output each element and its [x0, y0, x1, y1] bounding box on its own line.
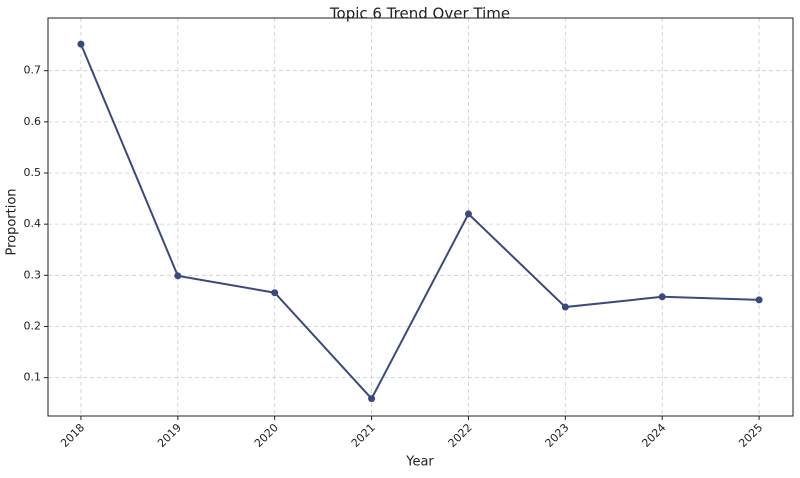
- plot-frame: [47, 17, 794, 417]
- point: [174, 272, 182, 280]
- point: [368, 395, 376, 403]
- point: [464, 210, 472, 218]
- x-tick-label: 2022: [446, 421, 475, 450]
- point: [77, 40, 85, 48]
- y-tick-label: 0.3: [24, 268, 42, 281]
- x-tick-label: 2025: [736, 421, 765, 450]
- point: [755, 296, 763, 304]
- x-tick-label: 2021: [349, 421, 378, 450]
- y-tick-label: 0.4: [24, 217, 42, 230]
- x-tick-label: 2024: [639, 421, 668, 450]
- y-tick-label: 0.2: [24, 319, 42, 332]
- x-tick-label: 2023: [543, 421, 572, 450]
- x-tick-label: 2020: [252, 421, 281, 450]
- y-tick-label: 0.6: [24, 115, 42, 128]
- point: [271, 289, 279, 297]
- point: [658, 293, 666, 301]
- line: [80, 43, 760, 401]
- y-tick-label: 0.5: [24, 166, 42, 179]
- point: [561, 303, 569, 311]
- y-tick-label: 0.7: [24, 64, 42, 77]
- x-axis-label: Year: [405, 455, 434, 470]
- y-axis-label: Proportion: [5, 188, 20, 255]
- x-tick-label: 2019: [155, 421, 184, 450]
- x-tick-label: 2018: [58, 421, 87, 450]
- y-tick-label: 0.1: [24, 371, 42, 384]
- chart-title: Topic 6 Trend Over Time: [329, 5, 510, 23]
